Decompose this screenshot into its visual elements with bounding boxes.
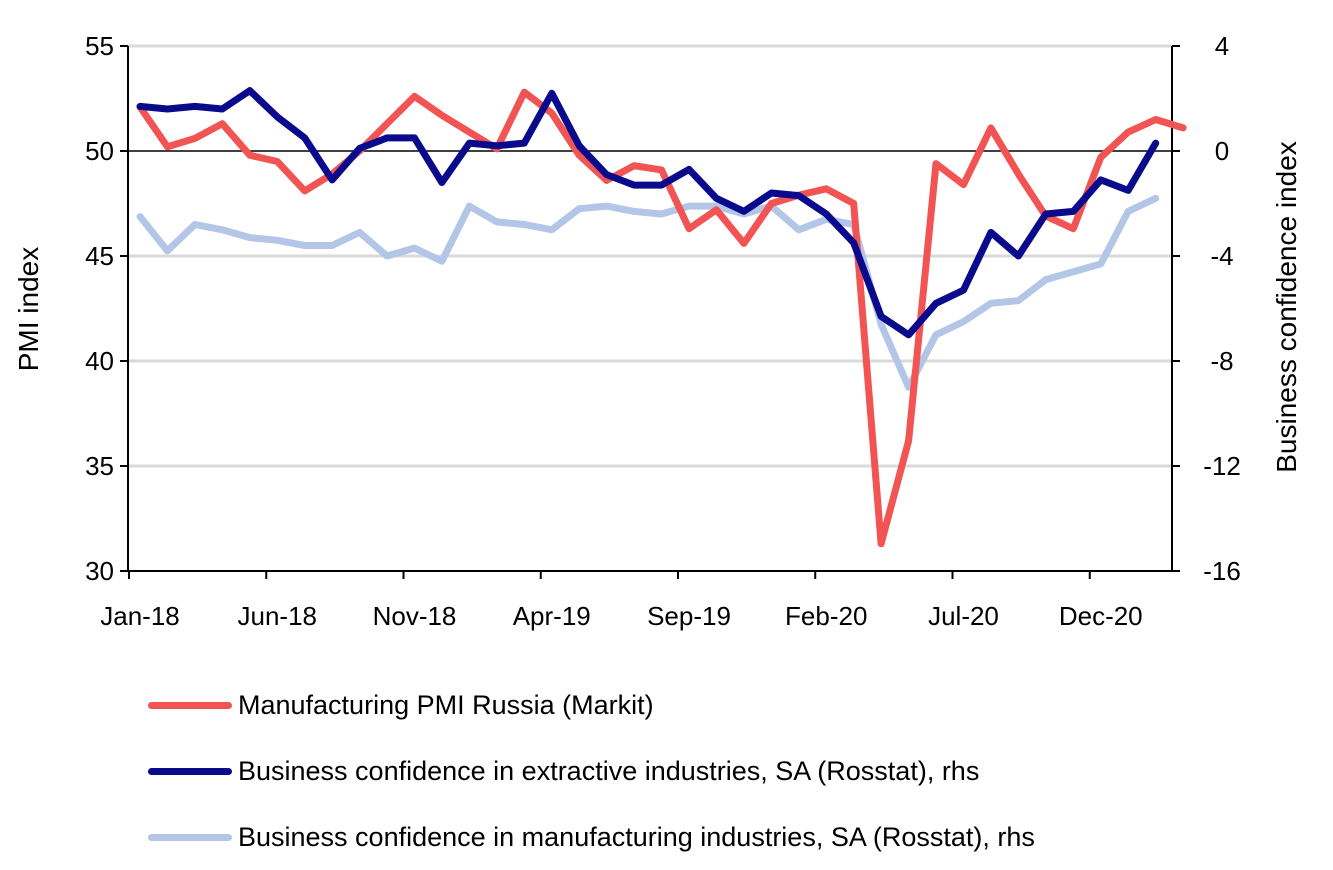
legend-item-manufacturing: Business confidence in manufacturing ind…: [148, 804, 1035, 870]
left-tick-label: 55: [85, 31, 114, 61]
left-axis-title: PMI index: [13, 247, 44, 372]
right-tick-label: -12: [1203, 451, 1241, 481]
right-tick-label: -8: [1210, 346, 1233, 376]
x-tick-label: Sep-19: [647, 601, 731, 631]
x-tick-label: Jan-18: [100, 601, 180, 631]
series-line-2: [136, 194, 1160, 391]
left-tick-label: 50: [85, 136, 114, 166]
right-axis: 4 0 -4 -8 -12 -16: [1171, 31, 1241, 586]
left-tick-label: 40: [85, 346, 114, 376]
left-tick-label: 45: [85, 241, 114, 271]
x-tick-label: Feb-20: [785, 601, 867, 631]
legend-label-manufacturing: Business confidence in manufacturing ind…: [238, 821, 1035, 852]
right-tick-label: -16: [1203, 556, 1241, 586]
legend-swatch-extractive: [148, 767, 232, 775]
right-axis-title: Business confidence index: [1271, 141, 1302, 473]
gridlines: [128, 44, 1172, 468]
legend: Manufacturing PMI Russia (Markit) Busine…: [148, 672, 1035, 870]
right-tick-label: -4: [1210, 241, 1233, 271]
x-axis: Jan-18 Jun-18 Nov-18 Apr-19 Sep-19 Feb-20 Jul-…: [100, 570, 1172, 631]
left-tick-label: 35: [85, 451, 114, 481]
legend-swatch-pmi: [148, 701, 232, 709]
left-axis: 55 50 45 40 35 30: [85, 31, 129, 586]
series-lines: [136, 87, 1187, 548]
right-tick-label: 0: [1215, 136, 1229, 166]
legend-item-pmi: Manufacturing PMI Russia (Markit): [148, 672, 1035, 738]
left-tick-label: 30: [85, 556, 114, 586]
legend-item-extractive: Business confidence in extractive indust…: [148, 738, 1035, 804]
x-tick-label: Jul-20: [928, 601, 999, 631]
x-tick-label: Nov-18: [373, 601, 457, 631]
right-tick-label: 4: [1215, 31, 1229, 61]
x-tick-label: Jun-18: [238, 601, 318, 631]
series-line-0: [136, 88, 1187, 548]
x-tick-label: Apr-19: [513, 601, 591, 631]
legend-label-pmi: Manufacturing PMI Russia (Markit): [238, 689, 654, 720]
x-tick-label: Dec-20: [1059, 601, 1143, 631]
series-line-1: [136, 87, 1160, 339]
legend-label-extractive: Business confidence in extractive indust…: [238, 755, 980, 786]
legend-swatch-manufacturing: [148, 833, 232, 841]
